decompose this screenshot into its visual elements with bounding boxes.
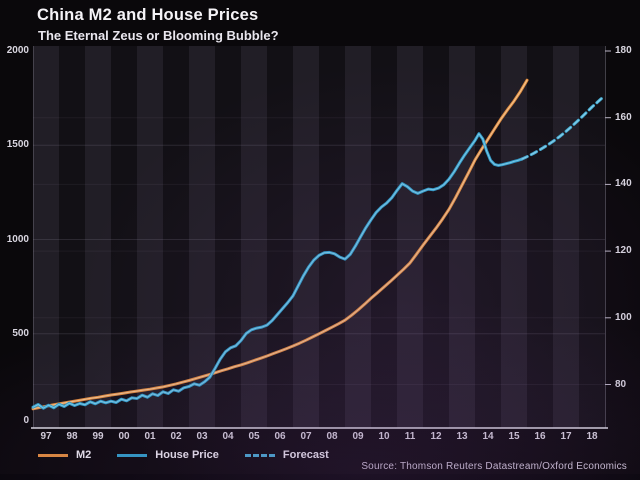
x-tick-label: 16 bbox=[534, 431, 546, 442]
y-right-tick-label: 100 bbox=[615, 311, 632, 323]
legend-item-forecast: Forecast bbox=[244, 449, 329, 461]
x-tick-label: 12 bbox=[430, 431, 442, 442]
x-tick-label: 10 bbox=[378, 431, 390, 442]
m2-line-swatch-icon bbox=[38, 453, 68, 457]
page-title: China M2 and House Prices bbox=[37, 6, 259, 24]
source-text: Source: Thomson Reuters Datastream/Oxfor… bbox=[361, 461, 627, 472]
x-tick-label: 13 bbox=[456, 431, 468, 442]
y-right-tick-label: 140 bbox=[615, 178, 632, 190]
y-left-tick-label: 1500 bbox=[6, 139, 29, 151]
y-right-tick-label: 120 bbox=[615, 245, 632, 257]
x-tick-label: 08 bbox=[326, 431, 338, 442]
legend: M2 House Price Forecast bbox=[38, 449, 355, 461]
page-subtitle: The Eternal Zeus or Blooming Bubble? bbox=[38, 28, 279, 43]
y-left-tick-label: 2000 bbox=[6, 45, 29, 56]
y-left-tick-label: 0 bbox=[23, 415, 29, 426]
x-tick-label: 97 bbox=[40, 431, 52, 442]
x-tick-label: 01 bbox=[144, 431, 156, 442]
x-tick-label: 14 bbox=[482, 431, 494, 442]
x-tick-label: 05 bbox=[248, 431, 260, 442]
x-tick-label: 99 bbox=[92, 431, 104, 442]
y-left-tick-label: 500 bbox=[12, 327, 29, 339]
x-tick-label: 00 bbox=[118, 431, 130, 442]
x-tick-label: 04 bbox=[222, 431, 234, 442]
legend-label-m2: M2 bbox=[76, 449, 92, 461]
x-tick-label: 07 bbox=[300, 431, 312, 442]
y-right-tick-label: 160 bbox=[615, 111, 632, 123]
legend-item-house-price: House Price bbox=[117, 449, 219, 461]
x-tick-label: 17 bbox=[560, 431, 572, 442]
legend-label-forecast: Forecast bbox=[282, 449, 329, 461]
y-right-tick-label: 180 bbox=[615, 45, 632, 56]
bottom-border bbox=[0, 474, 640, 480]
legend-label-house-price: House Price bbox=[155, 449, 219, 461]
x-tick-label: 98 bbox=[66, 431, 78, 442]
x-tick-label: 11 bbox=[404, 431, 416, 442]
y-left-tick-label: 1000 bbox=[6, 233, 29, 245]
house-price-line-swatch-icon bbox=[117, 453, 148, 457]
y-right-tick-label: 80 bbox=[615, 378, 627, 390]
legend-item-m2: M2 bbox=[38, 449, 91, 461]
x-tick-label: 06 bbox=[274, 431, 286, 442]
x-tick-label: 09 bbox=[352, 431, 364, 442]
x-tick-label: 15 bbox=[508, 431, 520, 442]
x-tick-label: 02 bbox=[170, 431, 182, 442]
x-tick-label: 18 bbox=[586, 431, 598, 442]
forecast-dashed-line-swatch-icon bbox=[244, 453, 275, 457]
x-tick-label: 03 bbox=[196, 431, 208, 442]
